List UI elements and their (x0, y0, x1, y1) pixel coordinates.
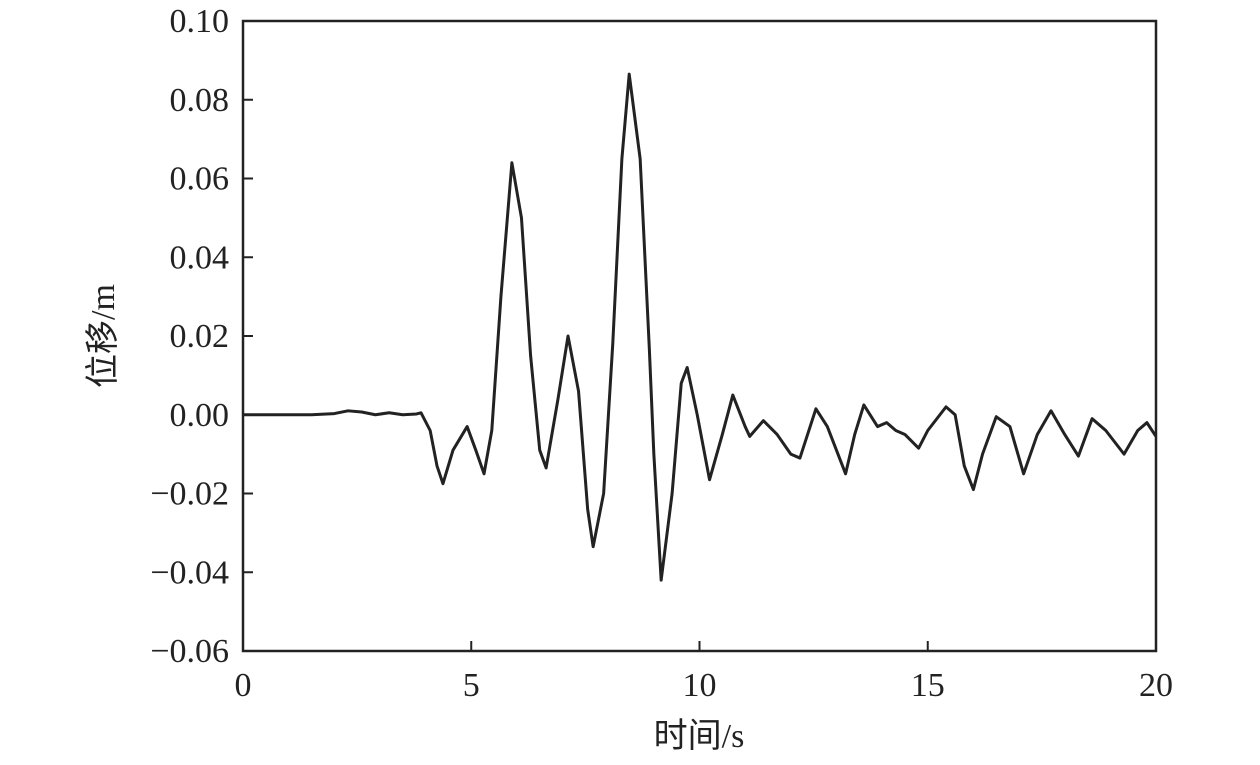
y-tick-label: −0.04 (150, 554, 229, 591)
x-tick-label: 10 (683, 667, 717, 704)
x-axis-label: 时间/s (654, 718, 745, 755)
y-tick-label: 0.08 (170, 82, 230, 119)
y-tick-label: 0.10 (170, 3, 230, 40)
y-tick-label: −0.02 (150, 476, 229, 513)
y-tick-label: 0.04 (170, 239, 230, 276)
x-tick-label: 5 (463, 667, 480, 704)
x-tick-label: 15 (911, 667, 945, 704)
y-axis-label: 位移/m (84, 284, 122, 388)
y-tick-label: 0.02 (170, 318, 230, 355)
plot-frame (241, 19, 1158, 653)
y-tick-label: −0.06 (150, 633, 229, 670)
x-tick-label: 0 (235, 667, 252, 704)
data-line (243, 72, 1158, 582)
y-tick-label: 0.06 (170, 161, 230, 198)
x-tick-label: 20 (1139, 667, 1173, 704)
y-tick-label: 0.00 (170, 397, 230, 434)
